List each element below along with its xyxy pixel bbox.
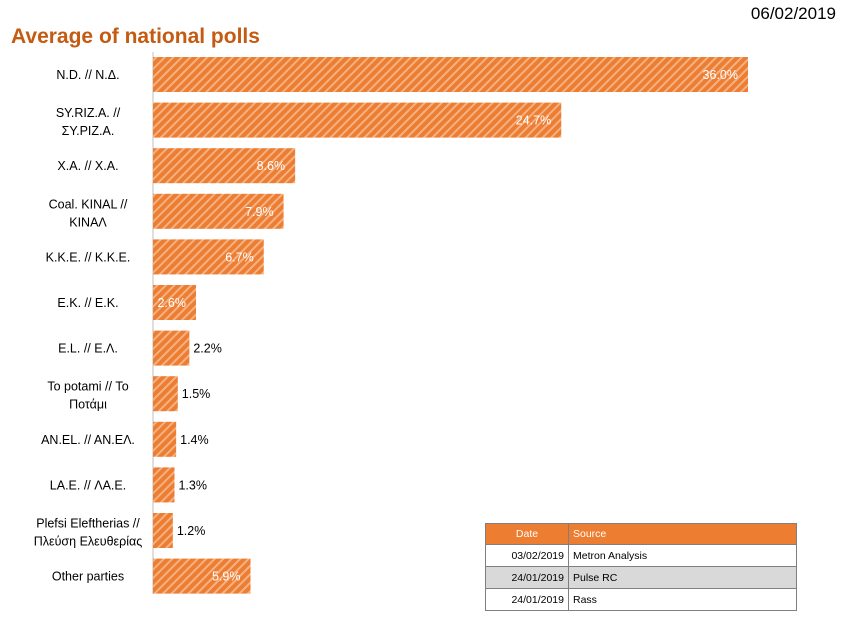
data-label: 1.4% — [180, 433, 209, 447]
category-label: LA.E. // ΛΑ.Ε. — [50, 478, 126, 492]
category-label: E.K. // E.K. — [57, 296, 118, 310]
bar — [153, 193, 284, 229]
bar — [153, 558, 251, 594]
category-label: E.L. // Ε.Λ. — [58, 342, 118, 356]
bar — [153, 513, 173, 548]
category-label: N.D. // Ν.Δ. — [56, 68, 119, 82]
data-label: 1.5% — [182, 387, 211, 401]
category-label: Coal. KINAL //ΚΙΝΑΛ — [49, 197, 128, 229]
data-label: 36.0% — [703, 68, 738, 82]
sources-table: Date Source 03/02/2019 Metron Analysis 2… — [485, 523, 797, 611]
bar — [153, 376, 178, 412]
category-label: Plefsi Eleftherias //Πλεύση Ελευθερίας — [34, 517, 142, 549]
bar — [153, 148, 296, 184]
data-label: 5.9% — [212, 570, 241, 584]
bar — [153, 330, 190, 366]
data-label: 1.2% — [177, 524, 206, 538]
bar — [153, 421, 177, 457]
data-label: 7.9% — [245, 205, 274, 219]
category-label: To potami // Το Ποτάμι — [47, 380, 128, 412]
source-date: 24/01/2019 — [485, 566, 569, 589]
source-date: 03/02/2019 — [485, 544, 569, 567]
data-label: 8.6% — [257, 159, 286, 173]
data-label: 2.6% — [157, 296, 186, 310]
table-row: 24/01/2019 Rass — [485, 588, 797, 611]
category-label: K.K.E. // K.K.E. — [46, 250, 131, 264]
data-label: 2.2% — [193, 342, 222, 356]
data-label: 6.7% — [225, 250, 254, 264]
table-row: 24/01/2019 Pulse RC — [485, 566, 797, 589]
category-label: SY.RIZ.A. //ΣΥ.ΡΙΖ.Α. — [56, 106, 121, 138]
source-name: Pulse RC — [568, 566, 797, 589]
bar — [153, 467, 175, 503]
source-date: 24/01/2019 — [485, 588, 569, 611]
sources-header-date: Date — [485, 523, 569, 545]
bar — [153, 285, 196, 320]
bar — [153, 102, 562, 138]
source-name: Rass — [568, 588, 797, 611]
bar — [153, 239, 264, 275]
report-date: 06/02/2019 — [750, 4, 836, 23]
bar — [153, 57, 748, 92]
category-label: X.A. // X.A. — [57, 159, 118, 173]
source-name: Metron Analysis — [568, 544, 797, 567]
sources-header-source: Source — [568, 523, 797, 545]
chart-title: Average of national polls — [11, 25, 260, 48]
table-row: 03/02/2019 Metron Analysis — [485, 544, 797, 567]
category-label: Other parties — [52, 570, 124, 584]
data-label: 24.7% — [516, 114, 551, 128]
data-label: 1.3% — [178, 478, 207, 492]
category-label: AN.EL. // AN.EΛ. — [41, 433, 135, 447]
